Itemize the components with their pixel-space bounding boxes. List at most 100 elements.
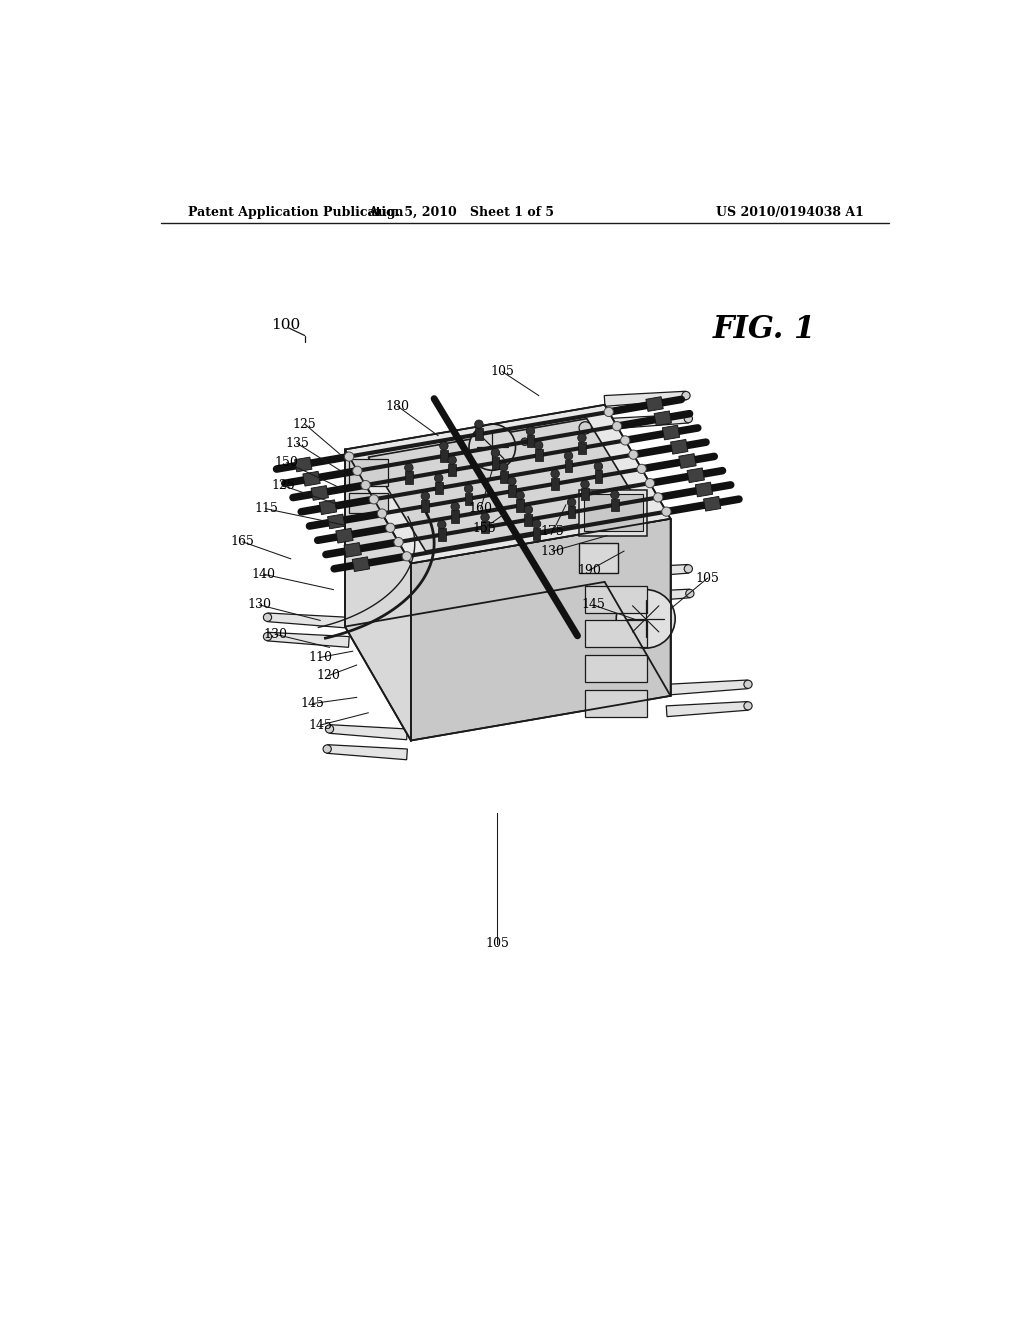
Circle shape xyxy=(344,451,353,461)
Bar xyxy=(465,492,472,504)
Bar xyxy=(452,511,459,523)
Text: US 2010/0194038 A1: US 2010/0194038 A1 xyxy=(717,206,864,219)
Bar xyxy=(524,513,532,525)
Bar xyxy=(595,470,602,483)
Circle shape xyxy=(682,392,690,400)
Circle shape xyxy=(451,503,460,511)
Polygon shape xyxy=(663,425,680,440)
Text: FIG. 1: FIG. 1 xyxy=(713,314,816,345)
Polygon shape xyxy=(703,496,721,511)
Polygon shape xyxy=(604,414,688,429)
Polygon shape xyxy=(295,457,312,471)
Circle shape xyxy=(469,424,515,470)
Bar xyxy=(449,465,456,477)
Text: 125: 125 xyxy=(293,417,316,430)
Text: 150: 150 xyxy=(274,455,299,469)
Bar xyxy=(438,528,445,541)
Bar xyxy=(586,586,647,612)
Polygon shape xyxy=(311,486,329,500)
Circle shape xyxy=(421,492,430,500)
Bar xyxy=(579,490,647,536)
Circle shape xyxy=(402,552,412,561)
Circle shape xyxy=(437,520,446,529)
Circle shape xyxy=(447,455,457,465)
Bar xyxy=(535,449,543,462)
Bar xyxy=(500,471,508,483)
Circle shape xyxy=(500,463,508,471)
Circle shape xyxy=(581,480,589,488)
Polygon shape xyxy=(319,500,337,515)
Polygon shape xyxy=(667,701,749,717)
Circle shape xyxy=(604,408,613,417)
Text: 165: 165 xyxy=(230,536,255,548)
Bar xyxy=(440,450,447,462)
Bar xyxy=(579,544,617,573)
Circle shape xyxy=(621,436,630,445)
Circle shape xyxy=(434,474,443,482)
Polygon shape xyxy=(329,725,408,739)
Circle shape xyxy=(567,498,575,507)
Polygon shape xyxy=(327,744,408,760)
Circle shape xyxy=(653,492,663,502)
Polygon shape xyxy=(411,519,671,741)
Text: 120: 120 xyxy=(316,669,340,682)
Circle shape xyxy=(616,590,675,648)
Polygon shape xyxy=(267,612,349,628)
Text: 145: 145 xyxy=(308,718,332,731)
Text: 105: 105 xyxy=(695,572,720,585)
Circle shape xyxy=(612,421,622,430)
Text: 135: 135 xyxy=(285,437,309,450)
Circle shape xyxy=(645,479,654,488)
Circle shape xyxy=(524,506,532,513)
Bar xyxy=(404,471,413,484)
Circle shape xyxy=(439,442,449,450)
Polygon shape xyxy=(336,528,353,543)
Text: 130: 130 xyxy=(541,545,564,557)
Circle shape xyxy=(326,725,334,733)
Polygon shape xyxy=(687,467,705,483)
Circle shape xyxy=(481,513,489,521)
Polygon shape xyxy=(345,405,671,564)
Circle shape xyxy=(516,491,524,500)
Polygon shape xyxy=(646,396,664,412)
Circle shape xyxy=(464,484,473,492)
Bar xyxy=(422,500,429,512)
Bar xyxy=(435,482,442,494)
Circle shape xyxy=(370,495,379,504)
Bar xyxy=(582,488,589,500)
Text: 155: 155 xyxy=(473,521,497,535)
Circle shape xyxy=(684,414,692,422)
Bar xyxy=(349,459,388,486)
Polygon shape xyxy=(303,471,321,486)
Circle shape xyxy=(263,614,271,622)
Bar xyxy=(586,620,647,647)
Circle shape xyxy=(551,470,559,478)
Bar xyxy=(492,457,500,469)
Text: 160: 160 xyxy=(469,502,493,515)
Text: 145: 145 xyxy=(300,697,325,710)
Circle shape xyxy=(404,463,413,471)
Bar xyxy=(526,434,535,447)
Circle shape xyxy=(686,589,694,598)
Circle shape xyxy=(360,480,371,490)
Circle shape xyxy=(662,507,671,516)
Circle shape xyxy=(508,477,516,486)
Polygon shape xyxy=(345,449,411,741)
Bar xyxy=(611,499,618,511)
Bar xyxy=(586,655,647,682)
Text: Aug. 5, 2010   Sheet 1 of 5: Aug. 5, 2010 Sheet 1 of 5 xyxy=(369,206,554,219)
Circle shape xyxy=(684,565,692,573)
Text: 180: 180 xyxy=(386,400,410,413)
Polygon shape xyxy=(267,632,349,647)
Text: Patent Application Publication: Patent Application Publication xyxy=(188,206,403,219)
Polygon shape xyxy=(604,589,690,605)
Bar xyxy=(564,459,572,473)
Polygon shape xyxy=(671,440,688,454)
Text: 140: 140 xyxy=(252,568,275,581)
Text: 145: 145 xyxy=(581,598,605,611)
Text: 130: 130 xyxy=(263,628,288,640)
Bar xyxy=(532,528,541,540)
Text: 115: 115 xyxy=(254,502,278,515)
Bar xyxy=(551,478,559,490)
Circle shape xyxy=(492,449,500,457)
